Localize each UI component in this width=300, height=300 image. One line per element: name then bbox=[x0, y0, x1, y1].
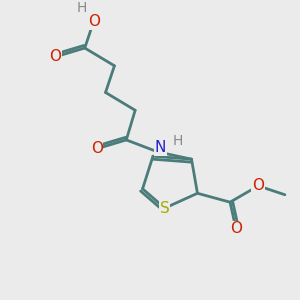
Text: H: H bbox=[173, 134, 183, 148]
Text: S: S bbox=[160, 201, 170, 216]
Text: O: O bbox=[91, 141, 103, 156]
Text: O: O bbox=[230, 221, 242, 236]
Text: N: N bbox=[155, 140, 166, 155]
Text: O: O bbox=[49, 50, 61, 64]
Text: O: O bbox=[88, 14, 100, 29]
Text: O: O bbox=[252, 178, 264, 194]
Text: H: H bbox=[76, 1, 87, 15]
